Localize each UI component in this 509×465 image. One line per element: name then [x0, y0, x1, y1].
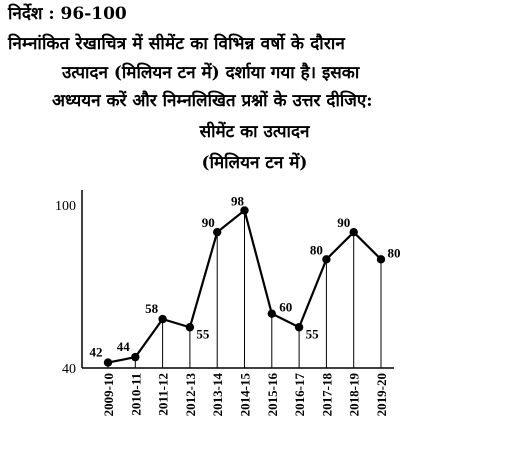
- data-point: [185, 323, 195, 332]
- x-tick-label: 2010-11: [128, 373, 143, 416]
- chart-subtitle: (मिलियन टन में): [201, 153, 308, 173]
- data-label: 60: [279, 300, 292, 315]
- data-label: 58: [145, 301, 159, 316]
- y-tick-label: 100: [55, 199, 76, 214]
- data-point: [322, 255, 331, 264]
- instruction-line-1: निम्नांकित रेखाचित्र में सीमेंट का विभिन…: [8, 34, 346, 54]
- data-point: [213, 227, 222, 237]
- data-labels: 42 44 58 55 90 98 60 55 80 90 80: [90, 193, 401, 359]
- data-label: 55: [196, 326, 210, 341]
- data-point: [294, 323, 304, 332]
- data-label: 98: [231, 193, 245, 208]
- data-points: [103, 206, 386, 367]
- data-label: 80: [388, 245, 401, 260]
- x-tick-label: 2009-10: [101, 373, 116, 416]
- data-point: [103, 358, 113, 367]
- x-tick-label: 2013-14: [210, 373, 225, 417]
- x-tick-label: 2019-20: [374, 373, 389, 416]
- instruction-line-2: उत्पादन (मिलियन टन में) दर्शाया गया है। …: [62, 63, 360, 83]
- x-tick-label: 2018-19: [347, 373, 362, 417]
- data-point: [131, 352, 140, 362]
- data-point: [376, 255, 386, 264]
- data-label: 42: [90, 345, 103, 360]
- data-point: [158, 314, 167, 324]
- x-tick-label: 2011-12: [156, 373, 171, 416]
- directive-heading: निर्देश : 96-100: [8, 4, 127, 24]
- data-point: [349, 227, 358, 237]
- data-label: 55: [306, 326, 320, 341]
- data-point: [240, 206, 249, 215]
- x-tick-labels: 2009-10 2010-11 2011-12 2012-13 2013-14 2014-…: [101, 373, 389, 417]
- y-tick-label: 40: [62, 362, 76, 377]
- x-tick-label: 2017-18: [319, 373, 334, 417]
- chart-title: सीमेंट का उत्पादन: [199, 122, 310, 142]
- x-tick-label: 2016-17: [292, 373, 307, 417]
- y-tick-labels: 40 100: [55, 199, 76, 377]
- data-point: [267, 309, 276, 318]
- data-label: 90: [337, 215, 350, 230]
- x-tick-label: 2015-16: [265, 373, 280, 417]
- x-tick-label: 2012-13: [183, 373, 198, 417]
- instruction-line-3: अध्ययन करें और निम्नलिखित प्रश्नों के उत…: [52, 91, 373, 111]
- data-label: 90: [202, 215, 215, 230]
- data-label: 80: [310, 242, 323, 257]
- data-label: 44: [117, 339, 131, 354]
- x-tick-label: 2014-15: [238, 373, 253, 417]
- grid-layer: [107, 210, 382, 368]
